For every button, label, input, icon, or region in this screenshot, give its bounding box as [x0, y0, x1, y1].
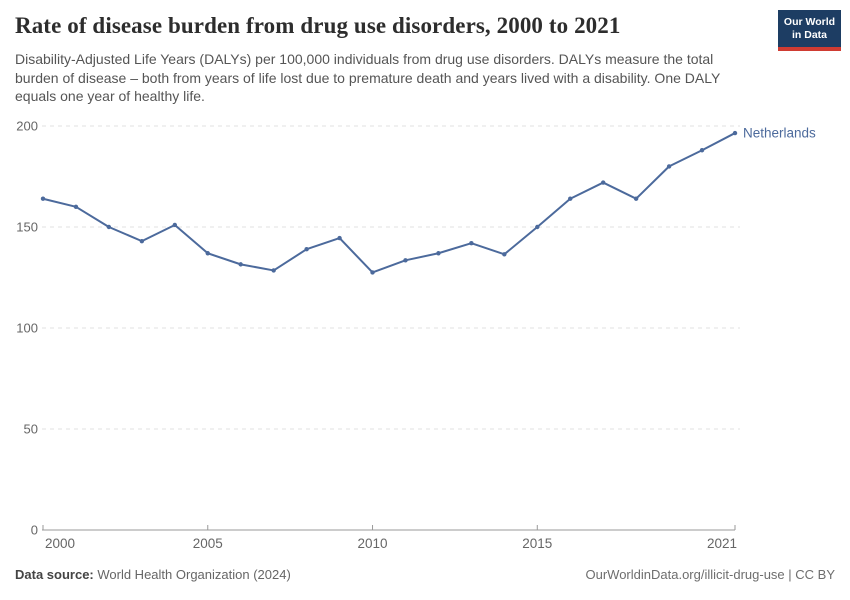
y-axis-tick-label: 0 [31, 523, 38, 538]
data-point-marker[interactable] [139, 238, 145, 244]
x-axis-tick-label: 2010 [358, 536, 388, 551]
data-point-marker[interactable] [73, 204, 79, 209]
data-point-marker[interactable] [205, 251, 210, 256]
data-source-label: Data source: [15, 567, 94, 582]
data-point-marker[interactable] [40, 196, 46, 201]
data-point-marker[interactable] [271, 268, 276, 273]
data-source: Data source: World Health Organization (… [15, 567, 291, 582]
owid-logo[interactable]: Our World in Data [778, 10, 841, 51]
y-axis-tick-label: 100 [16, 321, 38, 336]
data-point-marker[interactable] [633, 196, 639, 201]
owid-logo-line1: Our World [783, 16, 836, 28]
data-point-marker[interactable] [238, 262, 243, 267]
data-point-marker[interactable] [699, 148, 705, 153]
chart-footer: Data source: World Health Organization (… [15, 567, 835, 582]
series-end-label[interactable]: Netherlands [743, 126, 816, 141]
y-axis-tick-label: 150 [16, 220, 38, 235]
data-point-marker[interactable] [600, 180, 606, 185]
data-point-marker[interactable] [172, 222, 178, 228]
x-axis-tick-label: 2000 [45, 536, 75, 551]
owid-logo-line2: in Data [791, 29, 827, 41]
credit-link[interactable]: OurWorldinData.org/illicit-drug-use | CC… [585, 567, 836, 582]
data-point-marker[interactable] [337, 235, 342, 241]
data-point-marker[interactable] [469, 240, 474, 246]
data-point-marker[interactable] [370, 270, 375, 275]
x-axis-tick-label: 2005 [193, 536, 223, 551]
data-point-marker[interactable] [436, 251, 441, 256]
data-point-marker[interactable] [666, 164, 672, 169]
y-axis-tick-label: 50 [24, 422, 38, 437]
data-point-marker[interactable] [732, 130, 738, 136]
y-axis-tick-label: 200 [16, 119, 38, 134]
chart-line-netherlands[interactable] [42, 132, 736, 274]
data-point-marker[interactable] [568, 196, 573, 201]
data-point-marker[interactable] [502, 252, 507, 257]
data-point-marker[interactable] [403, 258, 408, 263]
data-source-text: World Health Organization (2024) [93, 567, 291, 582]
x-axis-tick-label: 2015 [522, 536, 552, 551]
chart-subtitle: Disability-Adjusted Life Years (DALYs) p… [15, 51, 721, 105]
data-point-marker[interactable] [304, 247, 309, 252]
data-point-marker[interactable] [535, 224, 540, 230]
chart-title: Rate of disease burden from drug use dis… [15, 13, 621, 38]
x-axis-tick-label: 2021 [707, 536, 737, 551]
data-point-marker[interactable] [106, 224, 112, 230]
